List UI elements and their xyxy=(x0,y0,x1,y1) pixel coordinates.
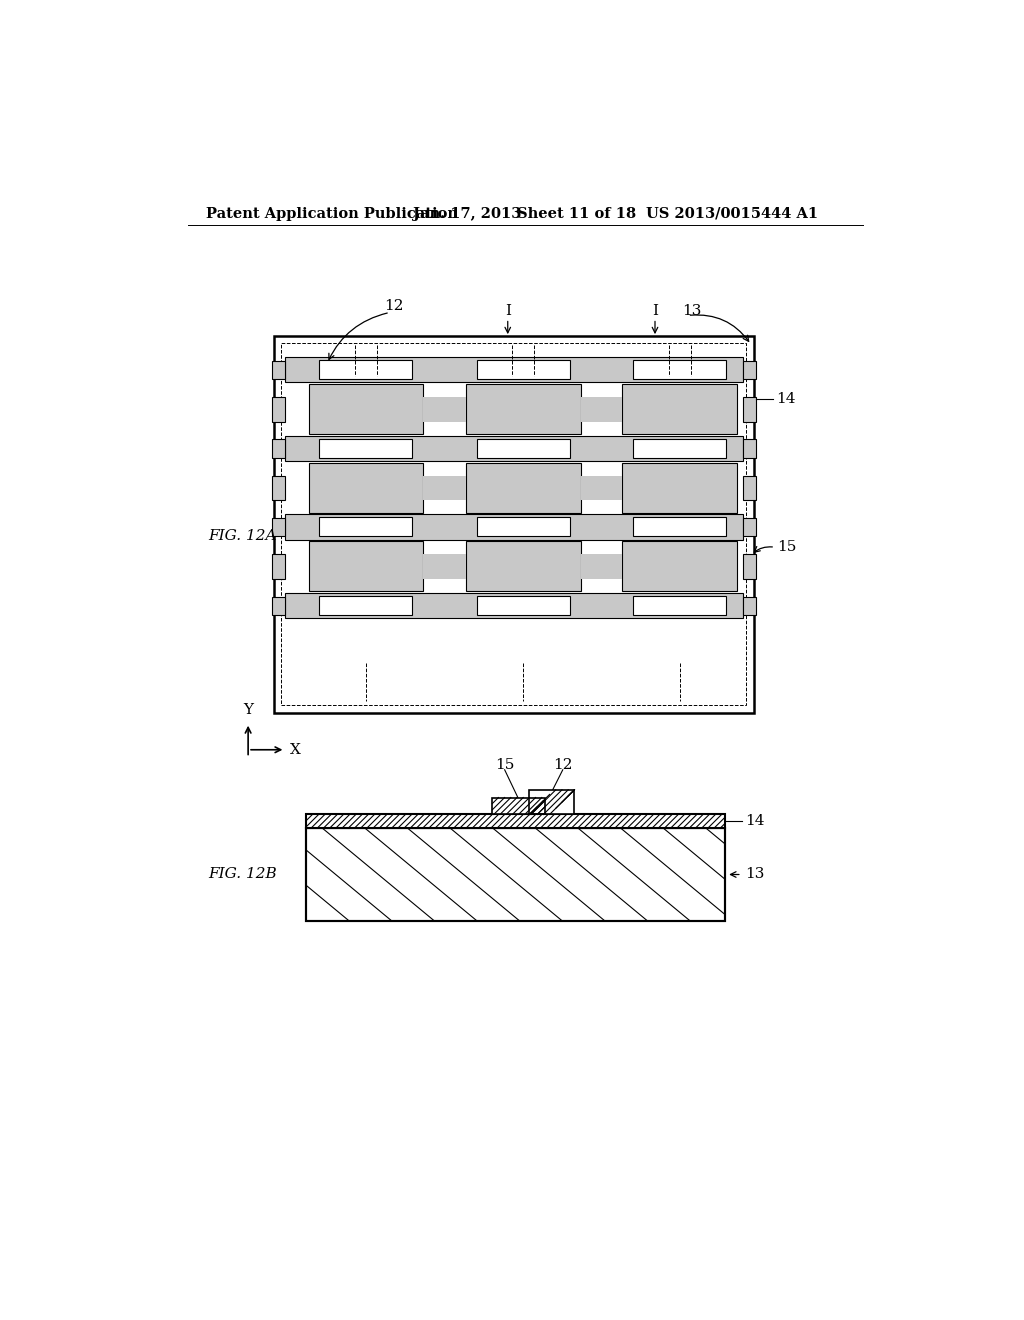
Bar xyxy=(423,475,466,500)
Bar xyxy=(282,343,746,705)
Bar xyxy=(308,541,423,591)
Bar xyxy=(319,595,413,615)
Bar xyxy=(466,462,581,512)
Bar xyxy=(493,797,545,814)
Bar xyxy=(633,438,726,458)
Text: Sheet 11 of 18: Sheet 11 of 18 xyxy=(517,207,636,220)
Text: 15: 15 xyxy=(777,540,797,554)
Bar xyxy=(285,358,743,383)
Bar xyxy=(581,475,623,500)
Bar xyxy=(477,438,569,458)
Bar xyxy=(319,517,413,536)
Bar xyxy=(477,595,569,615)
Bar xyxy=(623,462,737,512)
Text: 14: 14 xyxy=(776,392,796,405)
Bar xyxy=(306,814,725,829)
Bar xyxy=(581,397,623,422)
Bar xyxy=(285,515,743,540)
Bar xyxy=(319,438,413,458)
Text: I: I xyxy=(505,304,511,318)
Text: X: X xyxy=(290,743,301,756)
Bar xyxy=(272,517,285,536)
Bar xyxy=(308,384,423,434)
Text: 13: 13 xyxy=(682,304,701,318)
Bar xyxy=(493,797,545,814)
Bar xyxy=(477,360,569,379)
Text: 12: 12 xyxy=(553,758,572,772)
Bar xyxy=(272,440,285,458)
Bar xyxy=(743,360,756,379)
Text: FIG. 12B: FIG. 12B xyxy=(209,867,278,882)
Bar xyxy=(477,517,569,536)
Bar xyxy=(743,397,756,422)
Bar xyxy=(743,597,756,615)
Bar xyxy=(466,541,581,591)
Bar xyxy=(272,597,285,615)
Bar xyxy=(272,397,285,422)
Text: Y: Y xyxy=(243,704,253,718)
Bar xyxy=(743,475,756,500)
Bar xyxy=(272,554,285,579)
Bar xyxy=(743,554,756,579)
Bar xyxy=(272,360,285,379)
Bar xyxy=(529,789,574,814)
Bar xyxy=(623,541,737,591)
Bar xyxy=(306,829,725,921)
Bar xyxy=(529,789,574,814)
Text: US 2013/0015444 A1: US 2013/0015444 A1 xyxy=(646,207,818,220)
Text: 14: 14 xyxy=(744,814,764,829)
Text: Patent Application Publication: Patent Application Publication xyxy=(206,207,458,220)
Bar xyxy=(633,595,726,615)
Text: FIG. 12A: FIG. 12A xyxy=(209,529,278,543)
Bar xyxy=(581,554,623,579)
Bar xyxy=(743,440,756,458)
Bar xyxy=(466,384,581,434)
Bar xyxy=(306,829,725,921)
Text: 13: 13 xyxy=(744,867,764,882)
Bar xyxy=(285,593,743,618)
Bar xyxy=(423,397,466,422)
Text: I: I xyxy=(652,304,658,318)
Bar xyxy=(308,462,423,512)
Text: Jan. 17, 2013: Jan. 17, 2013 xyxy=(414,207,521,220)
Text: 15: 15 xyxy=(495,758,514,772)
Bar xyxy=(273,335,755,713)
Bar xyxy=(423,554,466,579)
Bar xyxy=(272,475,285,500)
Bar xyxy=(306,814,725,829)
Bar xyxy=(285,436,743,461)
Text: 12: 12 xyxy=(384,300,403,313)
Bar xyxy=(633,517,726,536)
Bar xyxy=(319,360,413,379)
Bar xyxy=(623,384,737,434)
Bar xyxy=(633,360,726,379)
Bar xyxy=(743,517,756,536)
